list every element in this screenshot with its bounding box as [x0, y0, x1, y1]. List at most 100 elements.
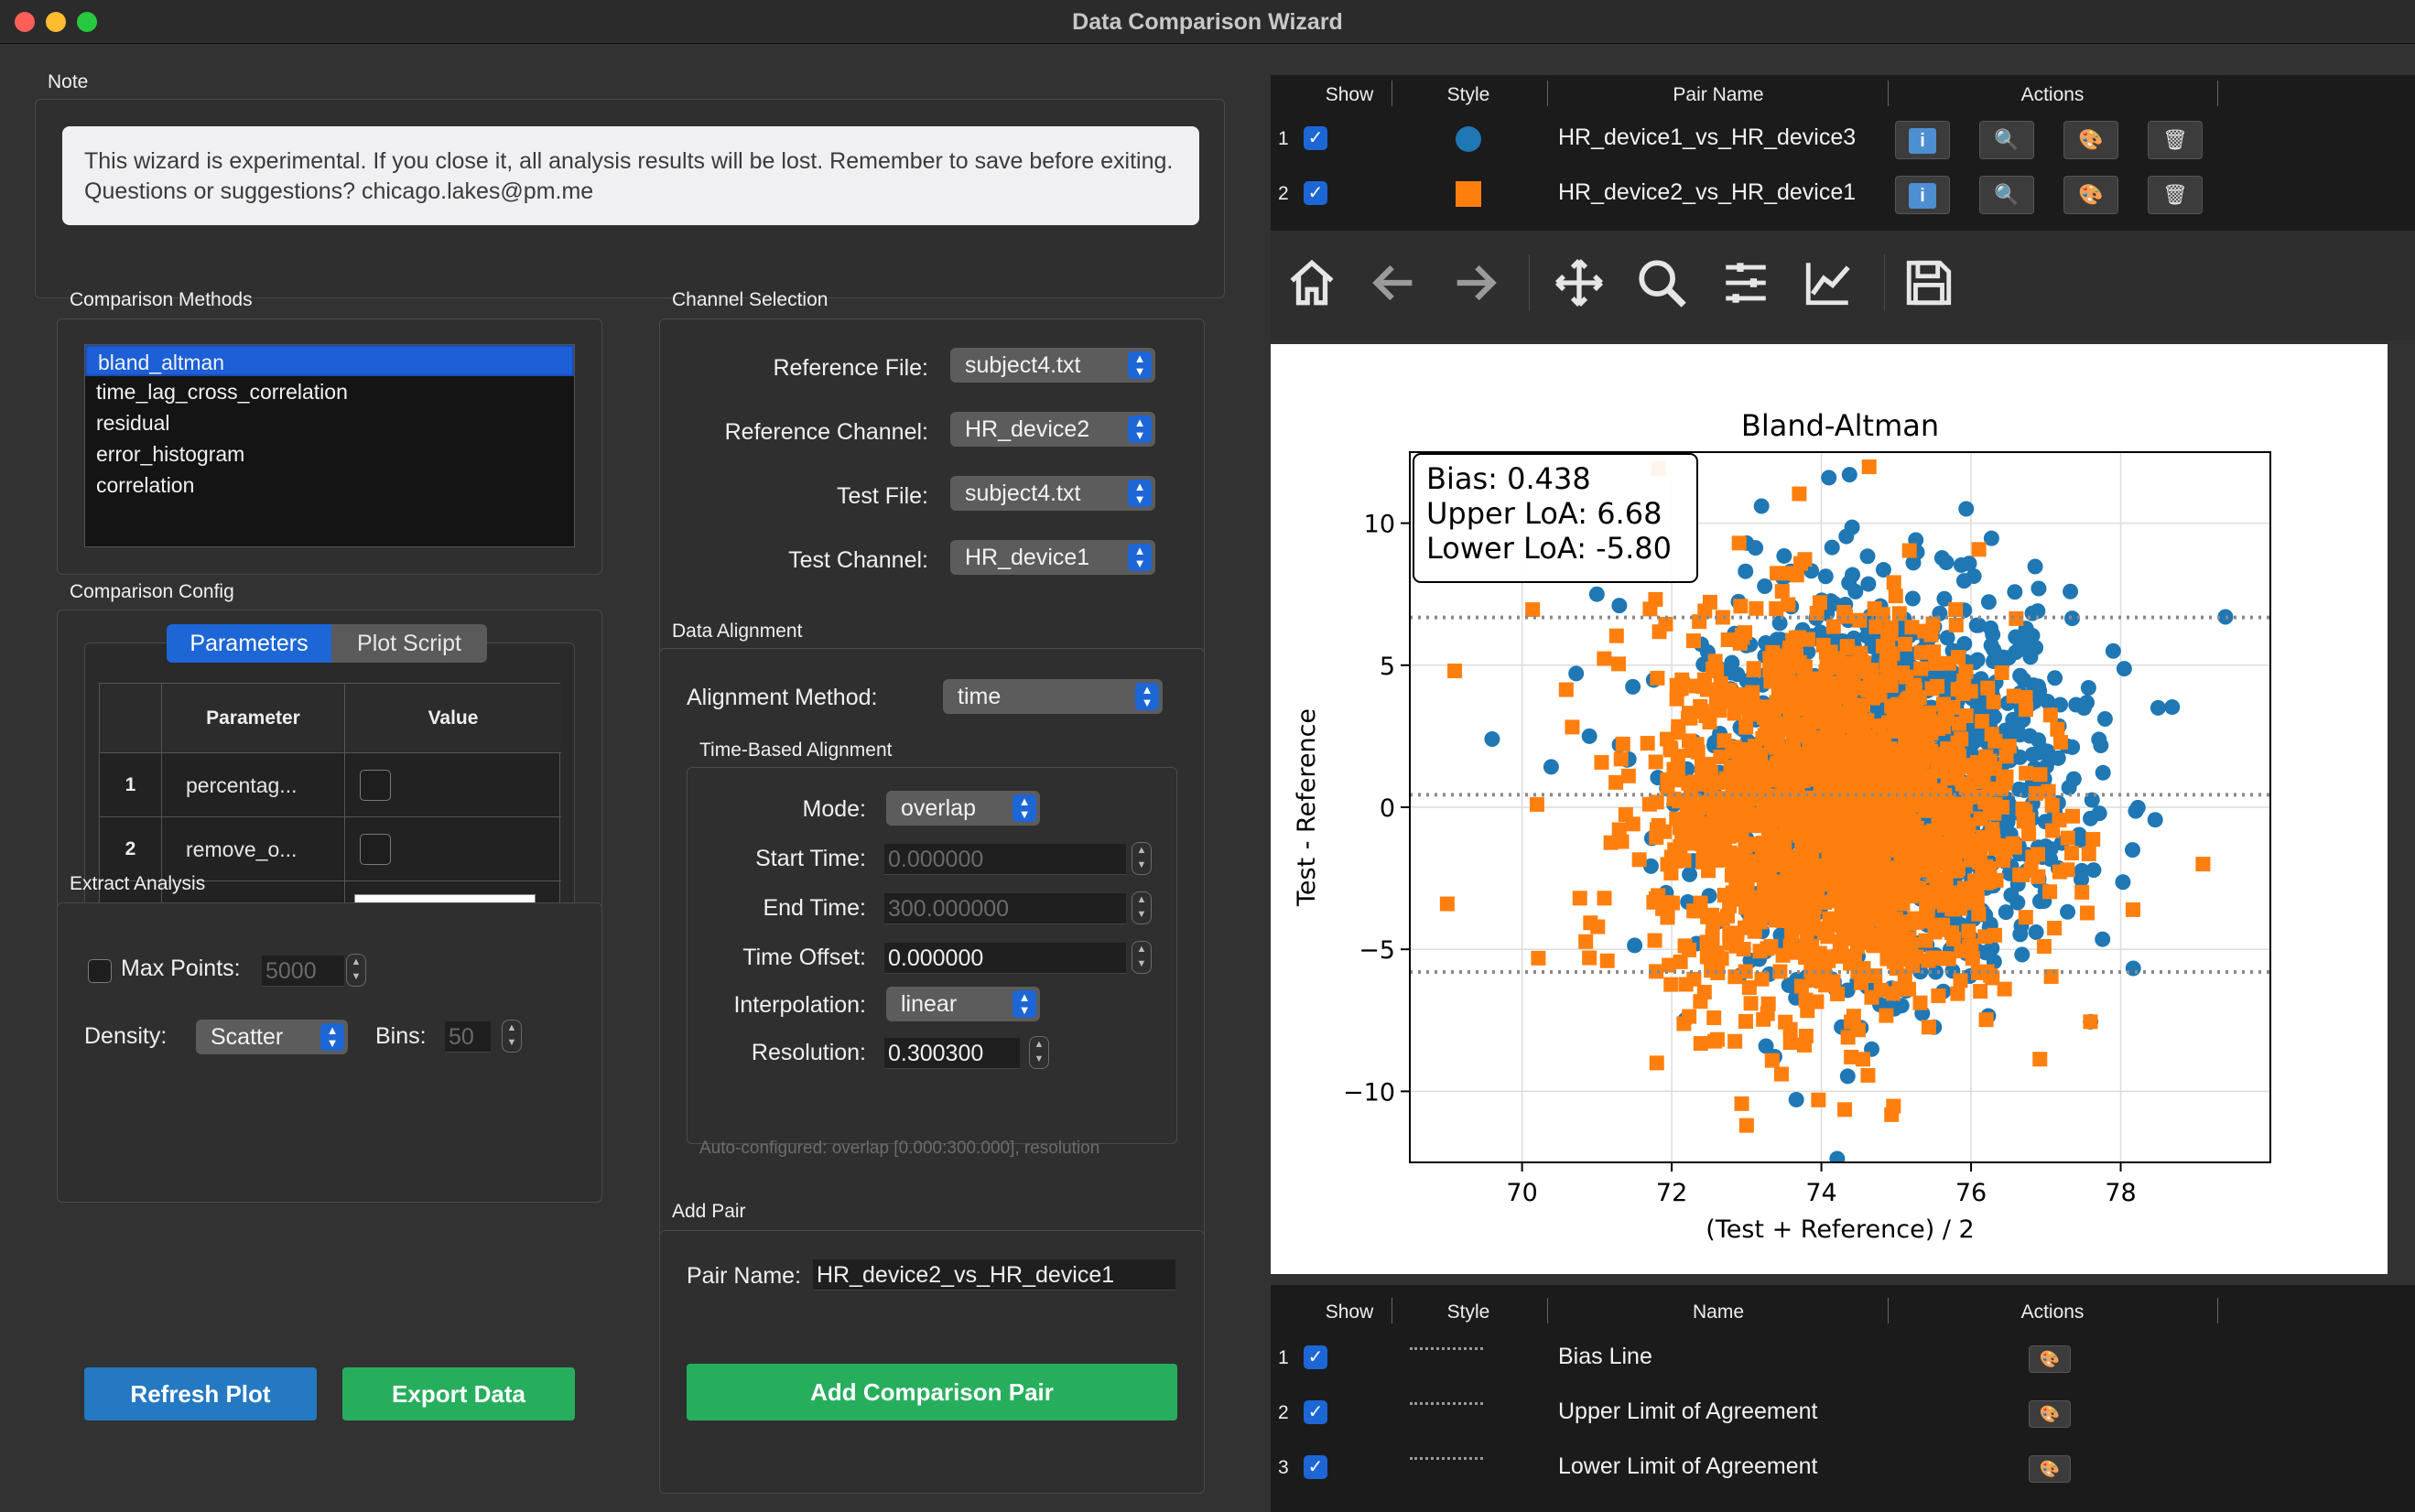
parameter-name[interactable]: remove_o...	[162, 817, 345, 881]
show-checkbox[interactable]: ✓	[1304, 1455, 1327, 1479]
bins-input[interactable]: 50	[445, 1021, 491, 1053]
palette-icon[interactable]: 🎨	[2063, 176, 2118, 214]
list-item[interactable]: correlation	[96, 473, 195, 497]
palette-icon[interactable]: 🎨	[2063, 121, 2118, 159]
zoom-magnifier-icon[interactable]	[1635, 256, 1688, 309]
style-marker-square[interactable]	[1456, 181, 1481, 207]
minimize-window-button[interactable]	[46, 12, 66, 32]
table-row[interactable]: 1 ✓ Bias Line 🎨	[1271, 1331, 2415, 1386]
pan-move-icon[interactable]	[1553, 256, 1606, 309]
percentage-checkbox[interactable]	[360, 770, 391, 801]
data-point	[1694, 704, 1709, 719]
start-time-input[interactable]: 0.000000	[884, 844, 1126, 875]
line-name-cell[interactable]: Bias Line	[1558, 1344, 1652, 1369]
palette-icon[interactable]: 🎨	[2029, 1345, 2071, 1373]
show-checkbox[interactable]: ✓	[1304, 1400, 1327, 1424]
max-points-stepper[interactable]: ▲ ▼	[346, 954, 366, 987]
info-icon[interactable]: i	[1895, 176, 1950, 214]
remove-outliers-checkbox[interactable]	[360, 834, 391, 865]
pair-name-cell[interactable]: HR_device2_vs_HR_device1	[1558, 179, 1857, 205]
palette-icon[interactable]: 🎨	[2029, 1400, 2071, 1428]
line-name-cell[interactable]: Upper Limit of Agreement	[1558, 1399, 1818, 1424]
style-dotted-line[interactable]	[1410, 1457, 1483, 1460]
reference-channel-select[interactable]: HR_device2 ▲ ▼	[950, 412, 1155, 447]
style-dotted-line[interactable]	[1410, 1402, 1483, 1405]
end-time-stepper[interactable]: ▲ ▼	[1132, 891, 1152, 924]
export-data-button[interactable]: Export Data	[342, 1367, 575, 1420]
list-item[interactable]: bland_altman	[85, 345, 574, 376]
data-point	[1699, 949, 1715, 965]
inspect-magnifier-icon[interactable]: 🔍	[1979, 121, 2034, 159]
data-point	[1948, 617, 1964, 632]
pair-name-cell[interactable]: HR_device1_vs_HR_device3	[1558, 124, 1857, 150]
trash-icon[interactable]: 🗑	[2148, 176, 2203, 214]
comparison-methods-list[interactable]: bland_altman time_lag_cross_correlation …	[84, 344, 575, 547]
column-header-style[interactable]: Style	[1446, 84, 1490, 105]
table-row[interactable]: 2 ✓ HR_device2_vs_HR_device1 i 🔍 🎨 🗑	[1271, 167, 2415, 221]
column-header-show[interactable]: Show	[1325, 1301, 1374, 1323]
column-header-name[interactable]: Name	[1692, 1301, 1745, 1323]
trash-icon[interactable]: 🗑	[2148, 121, 2203, 159]
forward-arrow-icon[interactable]	[1448, 256, 1501, 309]
end-time-input[interactable]: 300.000000	[884, 893, 1126, 924]
resolution-stepper[interactable]: ▲ ▼	[1029, 1036, 1049, 1069]
list-item[interactable]: time_lag_cross_correlation	[96, 380, 348, 404]
close-window-button[interactable]	[15, 12, 35, 32]
style-marker-circle[interactable]	[1456, 126, 1481, 152]
reference-file-select[interactable]: subject4.txt ▲ ▼	[950, 348, 1155, 383]
mode-select[interactable]: overlap ▲ ▼	[886, 791, 1040, 826]
alignment-method-select[interactable]: time ▲ ▼	[943, 679, 1163, 714]
test-channel-value: HR_device1	[965, 545, 1090, 570]
show-checkbox[interactable]: ✓	[1304, 181, 1327, 205]
table-row[interactable]: 3 ✓ Lower Limit of Agreement 🎨	[1271, 1441, 2415, 1496]
data-point	[1578, 934, 1594, 949]
time-offset-input[interactable]: 0.000000	[884, 943, 1126, 974]
column-header-parameter[interactable]: Parameter	[162, 684, 345, 753]
table-row[interactable]: 1 ✓ HR_device1_vs_HR_device3 i 🔍 🎨 🗑	[1271, 112, 2415, 167]
list-item[interactable]: residual	[96, 411, 170, 435]
palette-icon[interactable]: 🎨	[2029, 1455, 2071, 1483]
back-arrow-icon[interactable]	[1368, 256, 1421, 309]
column-header-show[interactable]: Show	[1325, 84, 1374, 105]
table-row[interactable]: 2 ✓ Upper Limit of Agreement 🎨	[1271, 1386, 2415, 1441]
column-header-pair-name[interactable]: Pair Name	[1673, 84, 1764, 105]
data-point	[1856, 961, 1871, 977]
tab-plot-script[interactable]: Plot Script	[331, 624, 487, 663]
resolution-input[interactable]: 0.300300	[884, 1038, 1020, 1069]
add-comparison-pair-button[interactable]: Add Comparison Pair	[687, 1364, 1177, 1420]
column-header-actions[interactable]: Actions	[2020, 1301, 2085, 1323]
interpolation-label: Interpolation:	[733, 992, 866, 1018]
parameter-name[interactable]: percentag...	[162, 753, 345, 817]
start-time-stepper[interactable]: ▲ ▼	[1132, 842, 1152, 875]
zoom-window-button[interactable]	[77, 12, 97, 32]
column-header-value[interactable]: Value	[345, 684, 561, 753]
line-name-cell[interactable]: Lower Limit of Agreement	[1558, 1453, 1818, 1479]
tab-parameters[interactable]: Parameters	[167, 624, 331, 663]
edit-axis-icon[interactable]	[1802, 256, 1855, 309]
refresh-plot-button[interactable]: Refresh Plot	[84, 1367, 317, 1420]
max-points-input[interactable]: 5000	[262, 956, 344, 987]
inspect-magnifier-icon[interactable]: 🔍	[1979, 176, 2034, 214]
data-point	[1839, 1068, 1856, 1085]
interpolation-select[interactable]: linear ▲ ▼	[886, 987, 1040, 1021]
column-header-style[interactable]: Style	[1446, 1301, 1490, 1323]
time-offset-stepper[interactable]: ▲ ▼	[1132, 941, 1152, 974]
style-dotted-line[interactable]	[1410, 1347, 1483, 1350]
info-icon[interactable]: i	[1895, 121, 1950, 159]
save-icon[interactable]	[1902, 256, 1955, 309]
bland-altman-chart[interactable]: 70 72 74 76 78 10 5 0 −5 −10 Bland-Altman (Test +…	[1271, 344, 2388, 1274]
column-header-actions[interactable]: Actions	[2020, 84, 2085, 105]
density-select[interactable]: Scatter ▲ ▼	[196, 1020, 348, 1054]
show-checkbox[interactable]: ✓	[1304, 126, 1327, 150]
show-checkbox[interactable]: ✓	[1304, 1345, 1327, 1369]
test-file-select[interactable]: subject4.txt ▲ ▼	[950, 476, 1155, 511]
plot-canvas[interactable]: 70 72 74 76 78 10 5 0 −5 −10 Bland-Altman (Test +…	[1271, 344, 2388, 1274]
max-points-checkbox[interactable]	[88, 959, 112, 983]
home-icon[interactable]	[1285, 256, 1338, 309]
bins-stepper[interactable]: ▲ ▼	[502, 1020, 522, 1053]
data-point	[1808, 753, 1824, 769]
test-channel-select[interactable]: HR_device1 ▲ ▼	[950, 540, 1155, 575]
configure-subplots-icon[interactable]	[1719, 256, 1772, 309]
list-item[interactable]: error_histogram	[96, 442, 245, 466]
pair-name-input[interactable]: HR_device2_vs_HR_device1	[813, 1259, 1175, 1291]
